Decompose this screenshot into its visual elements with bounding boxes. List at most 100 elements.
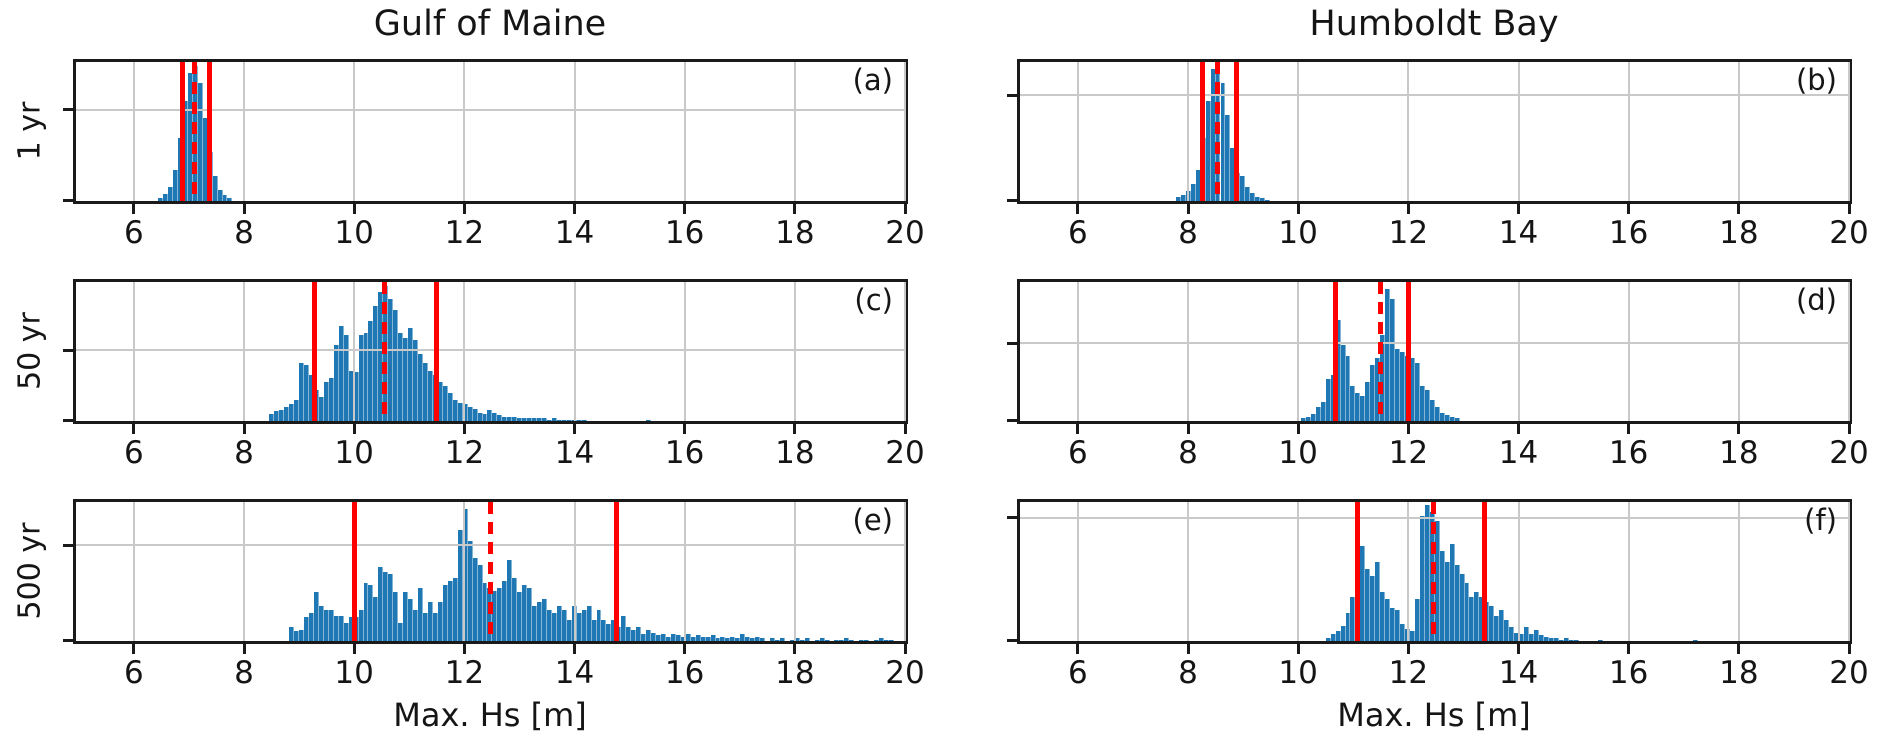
- ci-lower-line: [1332, 282, 1338, 421]
- histogram-bar: [269, 414, 275, 421]
- histogram-bar: [413, 610, 419, 641]
- x-tick-label: 20: [885, 215, 925, 251]
- x-tick-mark: [1517, 644, 1520, 654]
- histogram-bar: [492, 412, 498, 421]
- histogram-bar: [1360, 395, 1366, 421]
- histogram-bar: [1553, 638, 1559, 641]
- histogram-bar: [1474, 592, 1480, 641]
- histogram-bar: [497, 415, 503, 421]
- histogram-bar: [591, 620, 597, 641]
- histogram-bar: [542, 599, 547, 641]
- histogram-bar: [1330, 634, 1336, 641]
- x-tick-label: 12: [444, 655, 485, 691]
- x-tick-mark: [352, 204, 356, 214]
- gridline-vertical: [132, 502, 135, 641]
- gridline-vertical: [243, 62, 245, 201]
- x-tick-label: 14: [1498, 435, 1539, 471]
- histogram-bar: [1419, 515, 1425, 641]
- gridline-vertical: [573, 282, 576, 421]
- histogram-bar: [313, 592, 319, 641]
- histogram-bar: [309, 375, 314, 421]
- histogram-bar: [289, 627, 295, 641]
- x-tick-mark: [462, 424, 466, 434]
- histogram-bar: [284, 407, 290, 421]
- histogram-bar: [1220, 82, 1226, 201]
- x-tick-label: 20: [1829, 655, 1869, 691]
- x-tick-label: 8: [1178, 435, 1198, 471]
- histogram-bar: [1419, 386, 1425, 421]
- histogram-bar: [328, 610, 334, 641]
- histogram-bar: [725, 638, 731, 641]
- histogram-bar: [318, 397, 324, 421]
- histogram-bar: [859, 639, 865, 641]
- histogram-bar: [447, 581, 453, 641]
- gridline-vertical: [683, 62, 686, 201]
- x-tick-mark: [1186, 204, 1190, 214]
- histogram-bar: [1489, 606, 1495, 641]
- histogram-bar: [1230, 148, 1236, 201]
- histogram-bar: [299, 362, 305, 421]
- x-tick-mark: [242, 644, 246, 654]
- y-tick-mark-zero: [1007, 199, 1017, 202]
- histogram-bar: [358, 334, 364, 421]
- histogram-bar: [641, 634, 647, 641]
- histogram-bar: [378, 567, 384, 641]
- histogram-bar: [289, 404, 295, 421]
- histogram-bar: [546, 419, 552, 421]
- histogram-bar: [432, 613, 438, 641]
- histogram-bar: [1409, 631, 1415, 641]
- histogram-bar: [814, 639, 820, 641]
- histogram-bar: [646, 629, 652, 641]
- histogram-bar: [1345, 355, 1351, 421]
- x-tick-label: 18: [1719, 655, 1759, 691]
- histogram-bar: [457, 529, 463, 641]
- median-line: [1215, 62, 1221, 201]
- histogram-bar: [1190, 184, 1196, 201]
- x-tick-label: 16: [1608, 215, 1649, 251]
- histogram-bar: [304, 365, 309, 421]
- y-tick-mark: [63, 108, 73, 112]
- histogram-bar: [1400, 351, 1406, 421]
- histogram-bar: [403, 337, 409, 421]
- ci-upper-line: [613, 502, 619, 641]
- x-tick-label: 6: [1067, 215, 1088, 251]
- gridline-vertical: [793, 502, 796, 641]
- histogram-bar: [794, 638, 800, 641]
- gridline-vertical: [463, 502, 466, 641]
- histogram-bar: [1340, 625, 1346, 641]
- y-tick-mark-zero: [1007, 639, 1017, 642]
- x-tick-label: 16: [664, 215, 705, 251]
- x-tick-mark: [1296, 204, 1300, 214]
- histogram-bar: [1395, 610, 1401, 641]
- histogram-bar: [710, 635, 716, 641]
- x-tick-label: 12: [444, 435, 485, 471]
- gridline-vertical: [573, 502, 576, 641]
- gridline-horizontal: [76, 108, 905, 111]
- histogram-bar: [1400, 624, 1406, 641]
- histogram-bar: [408, 327, 414, 421]
- histogram-bar: [705, 636, 711, 641]
- panel-f: 6 8 10 12 14 16 18 20 (f): [1007, 499, 1869, 690]
- histogram-bar: [457, 402, 463, 421]
- histogram-bar: [1449, 416, 1455, 421]
- histogram-bar: [819, 638, 825, 641]
- x-tick-mark: [1186, 424, 1190, 434]
- gridline-vertical: [353, 282, 356, 421]
- x-tick-label: 14: [554, 435, 595, 471]
- histogram-bar: [1533, 629, 1539, 641]
- histogram-bar: [556, 606, 562, 641]
- histogram-bar: [388, 574, 394, 641]
- histogram-bar: [1365, 382, 1371, 421]
- histogram-bar: [636, 627, 642, 641]
- ci-lower-line: [351, 502, 357, 641]
- histogram-bar: [824, 639, 830, 641]
- ci-lower-line: [312, 282, 317, 421]
- gridline-vertical: [1627, 502, 1630, 641]
- panel-b: 6 8 10 12 14 16 18 20 (b): [1007, 59, 1869, 250]
- histogram-bar: [1340, 344, 1346, 421]
- gridline-vertical: [683, 282, 686, 421]
- x-tick-mark: [903, 644, 907, 654]
- histogram-bar: [844, 638, 850, 641]
- histogram-bar: [561, 610, 567, 641]
- histogram-bar: [452, 400, 458, 421]
